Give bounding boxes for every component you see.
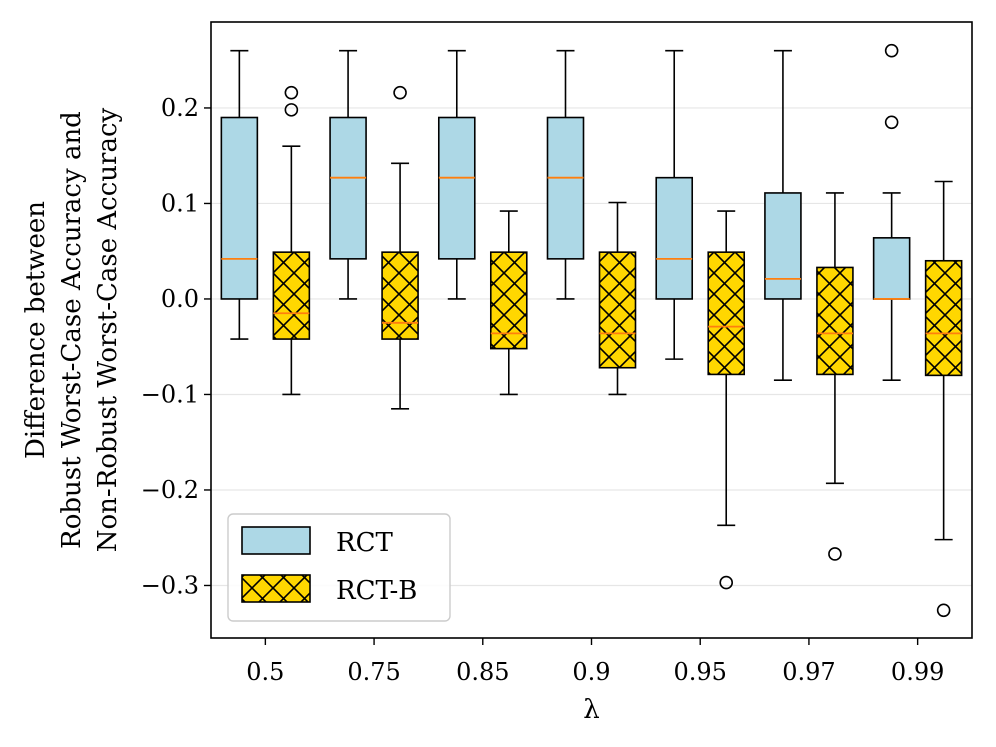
- x-tick-label: 0.99: [891, 658, 944, 686]
- legend-label-rct: RCT: [336, 528, 393, 558]
- x-axis-ticks: 0.5 0.75 0.85 0.9 0.95 0.97 0.99: [246, 638, 944, 686]
- x-tick-label: 0.5: [246, 658, 284, 686]
- y-axis-ticks: −0.3 −0.2 −0.1 0.0 0.1 0.2: [141, 94, 211, 599]
- legend-swatch-rct-b: [241, 574, 311, 603]
- outlier-point: [828, 547, 842, 561]
- box-rct-0.9: [546, 49, 585, 300]
- y-tick-label: 0.2: [161, 94, 199, 122]
- y-tick-label: −0.3: [141, 571, 199, 599]
- outlier-point: [936, 603, 951, 618]
- box-rct-b-0.75: [381, 85, 419, 410]
- box-body: [764, 192, 802, 300]
- box-body: [924, 259, 963, 377]
- y-axis-label-line: Difference between: [21, 201, 51, 459]
- x-tick-label: 0.9: [572, 658, 610, 686]
- y-tick-label: −0.2: [141, 476, 199, 504]
- box-rct-b-0.95: [707, 210, 746, 590]
- box-rct-0.95: [655, 49, 694, 360]
- box-body: [381, 251, 419, 340]
- box-body: [816, 266, 854, 376]
- box-rct-0.75: [329, 49, 367, 300]
- legend-swatch-rct: [241, 526, 311, 555]
- outlier-point: [284, 85, 299, 100]
- box-body: [655, 176, 694, 300]
- box-body: [707, 251, 746, 376]
- outlier-point: [393, 85, 407, 100]
- box-rct-b-0.97: [816, 192, 854, 561]
- box-rct-0.5: [220, 49, 259, 340]
- x-axis-label: λ: [583, 695, 599, 725]
- y-tick-label: 0.0: [161, 285, 199, 313]
- box-body: [598, 251, 637, 369]
- y-tick-label: 0.1: [161, 189, 199, 217]
- x-tick-label: 0.85: [456, 658, 509, 686]
- box-rct-b-0.99: [924, 180, 963, 618]
- y-axis-label-line: Non-Robust Worst-Case Accuracy: [93, 107, 123, 552]
- outlier-point: [284, 103, 299, 117]
- box-rct-b-0.9: [598, 201, 637, 396]
- box-rct-0.85: [437, 49, 476, 300]
- box-body: [437, 116, 476, 260]
- box-body: [329, 116, 367, 260]
- box-rct-b-0.85: [489, 210, 528, 396]
- outlier-point: [884, 43, 899, 58]
- legend: RCT RCT-B: [227, 513, 451, 622]
- x-tick-label: 0.97: [782, 658, 835, 686]
- legend-label-rct-b: RCT-B: [336, 576, 417, 606]
- box-body: [220, 116, 259, 300]
- y-axis-label-line: Robust Worst-Case Accuracy and: [57, 111, 87, 549]
- box-layer: [220, 43, 963, 618]
- box-rct-0.99: [872, 43, 911, 381]
- outlier-point: [719, 575, 734, 590]
- box-rct-0.97: [764, 49, 802, 381]
- box-body: [546, 116, 585, 260]
- box-body: [272, 251, 311, 340]
- box-rct-b-0.5: [272, 85, 311, 396]
- x-tick-label: 0.95: [673, 658, 726, 686]
- y-axis-label: Difference between Robust Worst-Case Accu…: [21, 107, 123, 552]
- x-tick-label: 0.75: [347, 658, 400, 686]
- box-body: [872, 237, 911, 300]
- y-tick-label: −0.1: [141, 380, 199, 408]
- outlier-point: [884, 115, 899, 130]
